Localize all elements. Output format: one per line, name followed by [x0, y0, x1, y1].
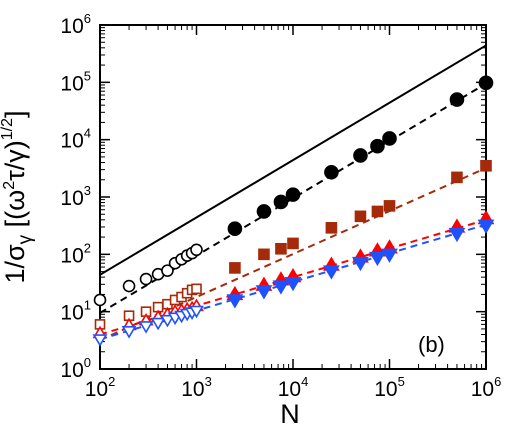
series-0-filled-point: [227, 221, 243, 236]
x-axis-title: N: [280, 399, 300, 429]
y-tick-label: 102: [60, 240, 91, 267]
series-0-filled-point: [273, 194, 289, 210]
series-3-open-point: [189, 305, 204, 319]
reference-line: [99, 44, 487, 276]
y-tick-label: 100: [60, 355, 91, 382]
series-0-filled-point: [324, 164, 339, 180]
y-axis-title: 1/σγ [(ω2τ/γ)1/2]: [0, 110, 36, 283]
series-1-filled-point: [275, 242, 287, 255]
series-0-open-point: [139, 272, 153, 286]
series-3-filled-point: [272, 280, 290, 295]
series-3-open-point: [160, 314, 175, 328]
series-3-open-point: [150, 317, 166, 331]
series-1-filled-point: [258, 248, 270, 261]
series-3-open-point: [92, 334, 108, 347]
series-3-filled-point: [369, 251, 386, 267]
series-3-open-point: [138, 321, 154, 334]
series-0-filled-point: [382, 131, 397, 146]
series-0-filled-point: [256, 204, 272, 219]
x-tick-label: 106: [471, 374, 502, 401]
series-3-filled-point: [381, 248, 398, 263]
series-1-open-point: [191, 283, 202, 295]
series-0-open-point: [190, 243, 203, 257]
series-3-filled-point: [448, 227, 466, 243]
series-1-filled-point: [383, 200, 396, 212]
series-0-open-point: [122, 279, 136, 293]
series-1-filled-point: [287, 237, 299, 250]
fit-line-1: [99, 167, 487, 341]
x-tick-label: 102: [85, 374, 116, 401]
y-tick-label: 101: [60, 298, 91, 325]
series-3-filled-point: [226, 294, 244, 309]
series-1-filled-point: [371, 205, 384, 218]
panel-label: (b): [418, 332, 445, 357]
series-0-filled-point: [449, 92, 465, 107]
series-3-open-point: [121, 326, 137, 339]
series-0-filled-point: [370, 138, 385, 154]
series-1-filled-point: [480, 160, 492, 172]
series-0-filled-point: [353, 148, 368, 163]
series-3-filled-point: [255, 285, 273, 300]
series-0-filled-point: [478, 75, 494, 91]
series-3-filled-point: [352, 256, 369, 272]
y-tick-label: 104: [60, 126, 91, 153]
series-1-filled-point: [325, 222, 338, 234]
series-0-open-point: [93, 293, 107, 307]
series-0-open-point: [161, 264, 174, 277]
series-3-filled-point: [323, 265, 340, 280]
series-1-filled-point: [354, 210, 367, 223]
series-0-filled-point: [285, 187, 301, 202]
series-1-filled-point: [229, 262, 241, 274]
y-axis-title-text: 1/σγ [(ω2τ/γ)1/2]: [0, 110, 36, 283]
y-tick-label: 103: [60, 183, 91, 210]
x-tick-label: 104: [278, 374, 309, 401]
series-1-filled-point: [451, 171, 463, 184]
y-tick-label: 105: [60, 68, 91, 95]
y-tick-label: 106: [60, 11, 91, 38]
series-3-filled-point: [477, 219, 495, 234]
x-tick-label: 103: [181, 374, 212, 401]
series-3-filled-point: [284, 277, 302, 292]
x-tick-label: 105: [374, 374, 405, 401]
